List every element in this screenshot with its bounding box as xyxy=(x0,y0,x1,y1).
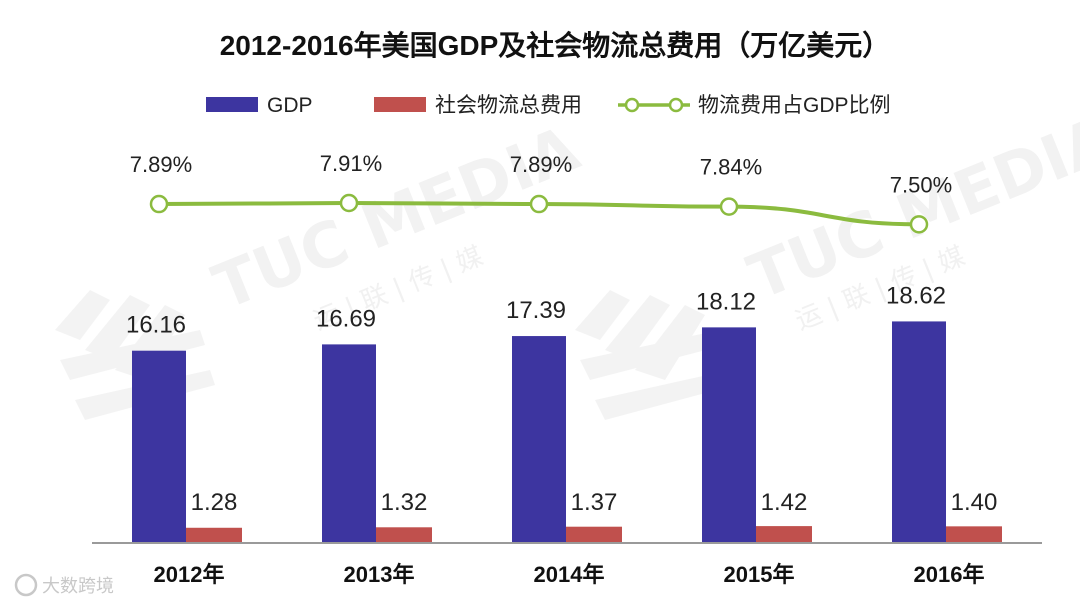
bar-gdp xyxy=(512,336,566,543)
ratio-value-label: 7.89% xyxy=(130,152,192,177)
ratio-value-label: 7.89% xyxy=(510,152,572,177)
bar-gdp xyxy=(322,344,376,543)
bar-logistics-cost xyxy=(376,527,432,543)
bar-label-gdp: 16.69 xyxy=(316,305,376,332)
bar-logistics-cost xyxy=(186,527,242,543)
bar-label-gdp: 17.39 xyxy=(506,297,566,324)
ratio-value-label: 7.84% xyxy=(700,155,762,180)
bar-value-labels: 16.16 1.28 16.69 1.32 17.39 1.37 18.12 1.42 18.6… xyxy=(126,282,997,516)
bar-gdp xyxy=(892,321,946,543)
ratio-marker xyxy=(149,194,169,214)
bar-gdp xyxy=(132,350,186,543)
legend-swatch-gdp xyxy=(206,97,258,112)
bar-logistics-cost xyxy=(566,526,622,543)
x-tick-label: 2014年 xyxy=(534,562,605,587)
legend-swatch-ratio-marker xyxy=(624,97,640,113)
ratio-value-label: 7.50% xyxy=(890,172,952,197)
x-tick-labels: 2012年 2013年 2014年 2015年 2016年 xyxy=(154,562,985,587)
ratio-marker xyxy=(719,197,739,216)
legend: GDP 社会物流总费用 物流费用占GDP比例 xyxy=(206,94,891,117)
ratio-value-label: 7.91% xyxy=(320,151,382,176)
source-mark-text: 大数跨境 xyxy=(42,576,114,596)
bars xyxy=(132,321,1002,543)
ratio-marker xyxy=(339,193,359,213)
ratio-marker xyxy=(529,194,549,214)
bar-gdp xyxy=(702,327,756,543)
chart-title: 2012-2016年美国GDP及社会物流总费用（万亿美元） xyxy=(220,29,891,61)
bar-logistics-cost xyxy=(946,526,1002,543)
ratio-marker xyxy=(909,215,929,234)
bar-label-gdp: 18.12 xyxy=(696,288,756,315)
ratio-value-labels: 7.89% 7.91% 7.89% 7.84% 7.50% xyxy=(130,151,952,197)
source-mark: 大数跨境 xyxy=(14,573,114,597)
legend-swatch-logistics-cost xyxy=(374,97,426,112)
watermark-logo-right xyxy=(575,290,735,420)
legend-label-gdp: GDP xyxy=(267,94,313,117)
bar-label-logistics-cost: 1.42 xyxy=(761,489,808,516)
x-tick-label: 2015年 xyxy=(724,562,795,587)
bar-logistics-cost xyxy=(756,526,812,543)
legend-label-ratio: 物流费用占GDP比例 xyxy=(698,94,891,117)
ratio-line-series xyxy=(149,193,929,234)
bar-label-logistics-cost: 1.32 xyxy=(381,489,428,516)
x-tick-label: 2016年 xyxy=(914,562,985,587)
bar-label-logistics-cost: 1.28 xyxy=(191,489,238,516)
speech-bubble-icon xyxy=(14,573,38,597)
bar-label-logistics-cost: 1.37 xyxy=(571,489,618,516)
bar-label-gdp: 18.62 xyxy=(886,282,946,309)
legend-label-logistics-cost: 社会物流总费用 xyxy=(435,94,582,117)
legend-swatch-ratio-marker-2 xyxy=(668,97,684,113)
bar-label-gdp: 16.16 xyxy=(126,312,186,339)
x-tick-label: 2013年 xyxy=(344,562,415,587)
bar-label-logistics-cost: 1.40 xyxy=(951,489,998,516)
x-tick-label: 2012年 xyxy=(154,562,225,587)
